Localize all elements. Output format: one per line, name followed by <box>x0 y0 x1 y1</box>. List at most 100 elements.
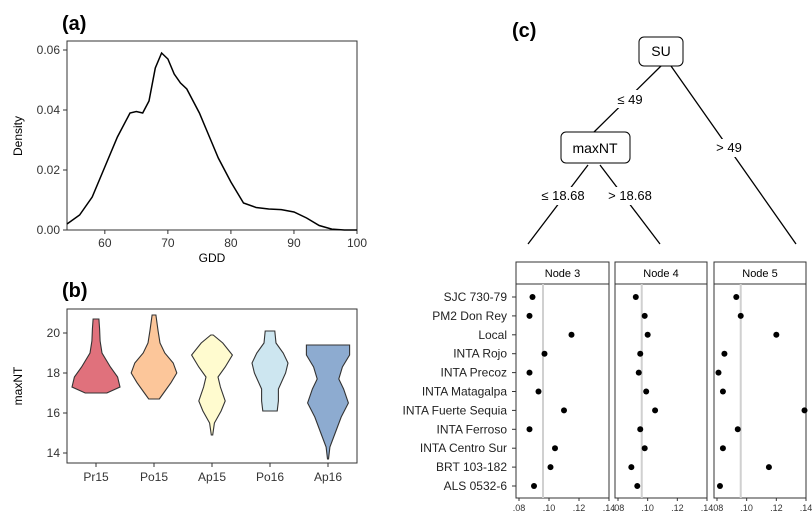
x-tick-label-c: .14 <box>603 503 616 513</box>
tree-node-su: SU <box>638 36 684 67</box>
x-tick-label-c: .14 <box>701 503 714 513</box>
density-plot: 0.00 0.02 0.04 0.06 60 70 80 90 100 GDD Density <box>11 40 367 265</box>
y-tick-label-a: 0.00 <box>37 223 61 237</box>
leaf-point <box>734 426 741 433</box>
y-tick-label-a: 0.04 <box>37 103 61 117</box>
x-tick-label-c: .14 <box>800 503 812 513</box>
x-tick-label-c: .10 <box>740 503 753 513</box>
y-tick-label-b: 18 <box>47 366 61 380</box>
leaf-category-label: BRT 103-182 <box>436 460 507 474</box>
leaf-point <box>716 483 723 489</box>
x-tick-label-a: 100 <box>347 236 367 250</box>
leaf-point <box>641 312 648 319</box>
leaf-strip-label: Node 3 <box>545 268 580 280</box>
leaf-panel-1: Node 3 .08 .10 .12 .14 <box>513 261 616 513</box>
x-tick-label-b: Ap16 <box>314 470 342 484</box>
x-tick-label-b: Po15 <box>140 470 168 484</box>
leaf-point <box>535 388 542 395</box>
panel-a-label: (a) <box>62 13 86 35</box>
leaf-category-label: SJC 730-79 <box>444 290 508 304</box>
leaf-category-label: INTA Matagalpa <box>422 385 507 399</box>
violin-ap15 <box>190 334 234 436</box>
x-tick-label-a: 60 <box>98 236 112 250</box>
panel-c-label: (c) <box>512 20 536 42</box>
x-tick-label-a: 70 <box>161 236 175 250</box>
leaf-point <box>737 312 744 319</box>
tree-node-maxnt: maxNT <box>560 131 631 164</box>
leaf-point <box>652 407 659 414</box>
x-tick-label-c: .10 <box>543 503 556 513</box>
leaf-category-label: INTA Rojo <box>453 347 507 361</box>
leaf-point <box>634 483 641 489</box>
x-tick-label-a: 90 <box>287 236 301 250</box>
violin-plot: 14 16 18 20 Pr15 Po15 Ap15 Po16 Ap16 maxNT <box>11 308 358 484</box>
x-tick-label-c: .12 <box>573 503 586 513</box>
leaf-category-label: INTA Centro Sur <box>420 441 507 455</box>
leaf-point <box>635 369 642 376</box>
leaf-point <box>719 388 726 395</box>
leaf-category-label: INTA Fuerte Sequia <box>403 403 508 417</box>
tree-node-su-label: SU <box>651 43 670 59</box>
leaf-point <box>637 426 644 433</box>
leaf-point <box>531 483 537 489</box>
x-tick-label-a: 80 <box>224 236 238 250</box>
violin-ap16 <box>305 344 351 460</box>
x-tick-label-b: Po16 <box>256 470 284 484</box>
leaf-point <box>721 350 728 357</box>
regression-tree: SU maxNT ≤ 49 > 49 ≤ 18.68 > 18.68 SJC 7… <box>403 36 812 513</box>
y-tick-label-b: 14 <box>47 446 61 460</box>
x-tick-label-c: .12 <box>671 503 684 513</box>
leaf-point <box>801 407 808 414</box>
density-curve <box>66 51 357 231</box>
leaf-point <box>541 350 548 357</box>
leaf-point <box>561 407 567 414</box>
x-tick-label-c: .08 <box>711 503 724 513</box>
leaf-point <box>644 331 651 338</box>
leaf-point <box>765 464 772 471</box>
x-tick-label-b: Pr15 <box>83 470 109 484</box>
violin-pr15 <box>71 318 121 394</box>
leaf-point <box>643 388 650 395</box>
leaf-point <box>719 445 726 452</box>
edge-label-n2-right: > 18.68 <box>608 188 652 203</box>
tree-node-maxnt-label: maxNT <box>572 140 618 156</box>
leaf-point <box>637 350 644 357</box>
x-tick-label-b: Ap15 <box>198 470 226 484</box>
panel-b-label: (b) <box>62 280 88 302</box>
x-tick-label-c: .10 <box>641 503 654 513</box>
leaf-category-label: ALS 0532-6 <box>444 479 508 493</box>
x-tick-label-c: .08 <box>612 503 625 513</box>
leaf-frame <box>614 283 708 499</box>
leaf-frame <box>515 283 610 499</box>
edge-label-n2-left: ≤ 18.68 <box>541 188 584 203</box>
leaf-point <box>547 464 554 471</box>
leaf-point <box>628 464 635 471</box>
leaf-panel-2: Node 4 .08 .10 .12 .14 <box>612 261 714 513</box>
x-axis-label-a: GDD <box>199 251 226 265</box>
edge-label-root-right: > 49 <box>716 140 742 155</box>
leaf-point <box>632 294 639 300</box>
leaf-frame <box>713 283 807 499</box>
leaf-category-label: PM2 Don Rey <box>432 309 507 323</box>
y-tick-label-a: 0.06 <box>37 43 61 57</box>
violin-po16 <box>251 330 289 412</box>
y-axis-label-b: maxNT <box>11 366 25 405</box>
leaf-point <box>568 331 575 338</box>
leaf-point <box>773 331 780 338</box>
leaf-strip-label: Node 5 <box>742 268 777 280</box>
edge-label-root-left: ≤ 49 <box>617 92 642 107</box>
leaf-point <box>552 445 558 452</box>
leaf-point <box>526 426 533 433</box>
leaf-category-label: Local <box>478 328 507 342</box>
leaf-point <box>641 445 648 452</box>
y-tick-label-b: 20 <box>47 326 61 340</box>
y-tick-label-a: 0.02 <box>37 163 61 177</box>
leaf-point <box>526 312 533 319</box>
leaf-category-label: INTA Precoz <box>441 366 507 380</box>
leaf-point <box>733 294 740 300</box>
x-tick-label-c: .12 <box>770 503 783 513</box>
x-tick-label-c: .08 <box>513 503 526 513</box>
y-axis-label-a: Density <box>11 116 25 156</box>
leaf-category-label: INTA Ferroso <box>437 422 508 436</box>
